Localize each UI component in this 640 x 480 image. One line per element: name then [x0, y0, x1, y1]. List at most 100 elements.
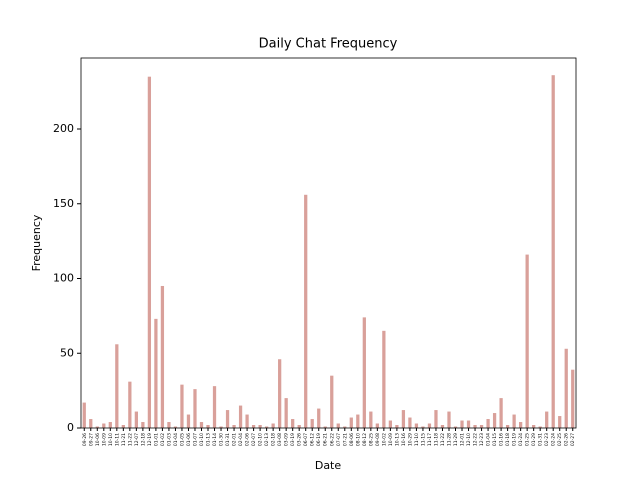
bar: [421, 426, 425, 428]
x-tick-label: 10-06: [95, 433, 101, 446]
bar: [147, 76, 152, 429]
x-tick-label: 02-10: [258, 433, 264, 446]
x-tick-label: 08-25: [368, 433, 374, 446]
bar: [440, 425, 445, 428]
x-tick-label: 11-10: [414, 433, 420, 446]
bar: [414, 423, 419, 428]
x-tick-label: 01-04: [486, 433, 492, 446]
x-tick-label: 10-09: [388, 433, 394, 446]
bar: [219, 426, 223, 428]
bar: [271, 423, 275, 428]
x-tick-label: 01-02: [160, 433, 166, 446]
x-tick-label: 02-27: [570, 433, 576, 446]
bar: [375, 423, 379, 428]
bar: [173, 426, 178, 428]
y-axis-label: Frequency: [30, 214, 43, 271]
bar: [551, 75, 555, 428]
bar: [369, 411, 373, 428]
bar: [225, 410, 230, 428]
bar: [538, 426, 542, 428]
bar: [89, 419, 93, 428]
bar: [304, 194, 308, 428]
bar: [505, 425, 510, 428]
x-tick-label: 01-30: [219, 433, 225, 446]
x-tick-label: 01-15: [492, 433, 498, 446]
bar: [343, 426, 347, 428]
bar: [206, 425, 210, 428]
bar: [193, 389, 197, 428]
bar: [486, 419, 490, 428]
x-tick-label: 09-27: [88, 433, 94, 446]
x-tick-label: 06-22: [329, 433, 335, 446]
x-tick-label: 01-05: [179, 433, 185, 446]
bar: [141, 422, 145, 428]
bar: [336, 423, 340, 428]
x-tick-label: 10-02: [381, 433, 387, 446]
x-tick-label: 06-19: [316, 433, 322, 446]
bar: [558, 416, 562, 428]
bar: [310, 419, 314, 428]
x-tick-label: 11-17: [427, 433, 433, 446]
bar: [245, 414, 249, 428]
x-tick-label: 10-29: [407, 433, 413, 446]
x-tick-label: 01-31: [538, 433, 544, 446]
x-tick-label: 01-06: [186, 433, 192, 446]
bar: [258, 425, 262, 428]
x-tick-label: 01-04: [173, 433, 179, 446]
bar: [479, 425, 484, 428]
x-tick-label: 12-19: [147, 433, 153, 446]
bar: [108, 422, 112, 428]
x-tick-label: 10-13: [394, 433, 400, 446]
x-tick-label: 10-11: [114, 433, 120, 446]
x-tick-label: 03-26: [297, 433, 303, 446]
x-tick-label: 01-16: [499, 433, 505, 446]
x-tick-label: 01-25: [525, 433, 531, 446]
chart-title: Daily Chat Frequency: [259, 37, 398, 52]
x-tick-label: 11-15: [420, 433, 426, 446]
x-tick-label: 01-29: [531, 433, 537, 446]
bar: [167, 422, 171, 428]
x-tick-label: 08-10: [355, 433, 361, 446]
bar: [180, 384, 184, 428]
bar: [408, 417, 412, 428]
x-tick-label: 03-09: [284, 433, 290, 446]
x-tick-label: 01-13: [206, 433, 212, 446]
y-tick-label: 50: [60, 346, 74, 359]
x-tick-label: 06-21: [323, 433, 329, 446]
x-tick-label: 02-04: [238, 433, 244, 446]
x-tick-label: 01-10: [199, 433, 205, 446]
bar: [571, 369, 575, 428]
x-tick-label: 08-06: [349, 433, 355, 446]
y-tick-label: 100: [53, 272, 74, 285]
plot-frame: [80, 57, 577, 429]
bar: [460, 420, 464, 428]
bar: [499, 398, 503, 428]
y-tick-label: 150: [53, 197, 74, 210]
x-tick-label: 02-26: [564, 433, 570, 446]
x-tick-label: 12-10: [466, 433, 472, 446]
x-tick-label: 11-28: [446, 433, 452, 446]
x-tick-label: 10-16: [401, 433, 407, 446]
bar: [154, 318, 158, 428]
x-tick-label: 02-18: [271, 433, 277, 446]
x-tick-label: 06-07: [303, 433, 309, 446]
bar: [453, 426, 458, 428]
bar: [291, 419, 295, 428]
bar: [532, 425, 536, 428]
bar: [251, 425, 256, 428]
x-tick-label: 11-22: [440, 433, 446, 446]
bar: [115, 344, 119, 428]
x-tick-label: 03-08: [277, 433, 283, 446]
x-tick-label: 12-01: [460, 433, 466, 446]
bar: [564, 348, 568, 428]
x-tick-label: 11-29: [453, 433, 459, 446]
x-tick-label: 12-07: [134, 433, 140, 446]
x-tick-label: 12-22: [473, 433, 479, 446]
x-tick-label: 01-07: [192, 433, 198, 446]
bar: [323, 426, 327, 428]
bar: [447, 411, 451, 428]
bar: [401, 410, 406, 428]
bar: [492, 413, 497, 428]
bar: [186, 414, 191, 428]
bar: [545, 411, 549, 428]
